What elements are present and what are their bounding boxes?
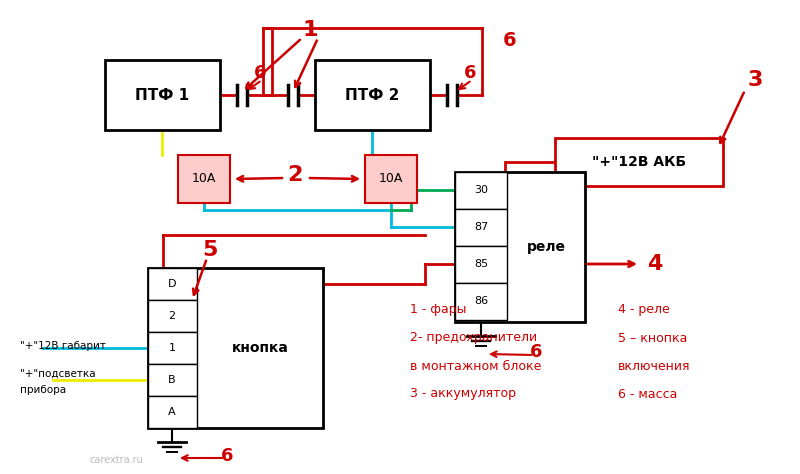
Text: ПТФ 2: ПТФ 2 <box>345 88 399 102</box>
Text: 6 - масса: 6 - масса <box>618 388 678 401</box>
Text: D: D <box>168 279 176 289</box>
Text: 1 - фары: 1 - фары <box>410 303 466 317</box>
Text: 10A: 10A <box>379 173 403 185</box>
Text: B: B <box>168 375 176 385</box>
Bar <box>105 60 220 130</box>
Text: 2: 2 <box>169 311 175 321</box>
Text: 3 - аккумулятор: 3 - аккумулятор <box>410 388 516 401</box>
Bar <box>148 300 197 332</box>
Text: реле: реле <box>526 240 566 254</box>
Text: A: A <box>168 407 176 417</box>
Bar <box>148 268 197 300</box>
Bar <box>315 60 430 130</box>
Bar <box>148 396 197 428</box>
Text: 5 – кнопка: 5 – кнопка <box>618 331 687 345</box>
Bar <box>365 155 417 203</box>
Text: 6: 6 <box>464 64 476 82</box>
Bar <box>555 138 723 186</box>
Text: 2: 2 <box>287 165 302 185</box>
Text: 6: 6 <box>221 447 234 465</box>
Text: 87: 87 <box>474 222 488 232</box>
Text: "+"подсветка: "+"подсветка <box>20 369 96 379</box>
Bar <box>455 246 507 283</box>
Text: 10A: 10A <box>192 173 216 185</box>
Text: 4 - реле: 4 - реле <box>618 303 670 317</box>
Text: 6: 6 <box>503 30 517 49</box>
Bar <box>455 209 507 246</box>
Text: ПТФ 1: ПТФ 1 <box>135 88 189 102</box>
Bar <box>455 172 585 322</box>
Text: 4: 4 <box>647 254 662 274</box>
Text: 1: 1 <box>302 20 318 40</box>
Text: кнопка: кнопка <box>231 341 289 355</box>
Text: "+"12В АКБ: "+"12В АКБ <box>592 155 686 169</box>
Bar <box>148 268 323 428</box>
Text: 3: 3 <box>747 70 762 90</box>
Text: carextra.ru: carextra.ru <box>90 455 144 465</box>
Text: 30: 30 <box>474 185 488 195</box>
Bar <box>455 283 507 320</box>
Text: в монтажном блоке: в монтажном блоке <box>410 359 542 373</box>
Text: "+"12В габарит: "+"12В габарит <box>20 341 106 351</box>
Bar <box>148 364 197 396</box>
Text: 86: 86 <box>474 296 488 306</box>
Text: 6: 6 <box>254 64 266 82</box>
Text: 1: 1 <box>169 343 175 353</box>
Bar <box>455 172 507 209</box>
Text: 2- предохранители: 2- предохранители <box>410 331 537 345</box>
Bar <box>148 332 197 364</box>
Text: 85: 85 <box>474 259 488 269</box>
Text: 6: 6 <box>530 343 542 361</box>
Text: включения: включения <box>618 359 690 373</box>
Text: прибора: прибора <box>20 385 66 395</box>
Text: 5: 5 <box>202 240 218 260</box>
Bar <box>178 155 230 203</box>
